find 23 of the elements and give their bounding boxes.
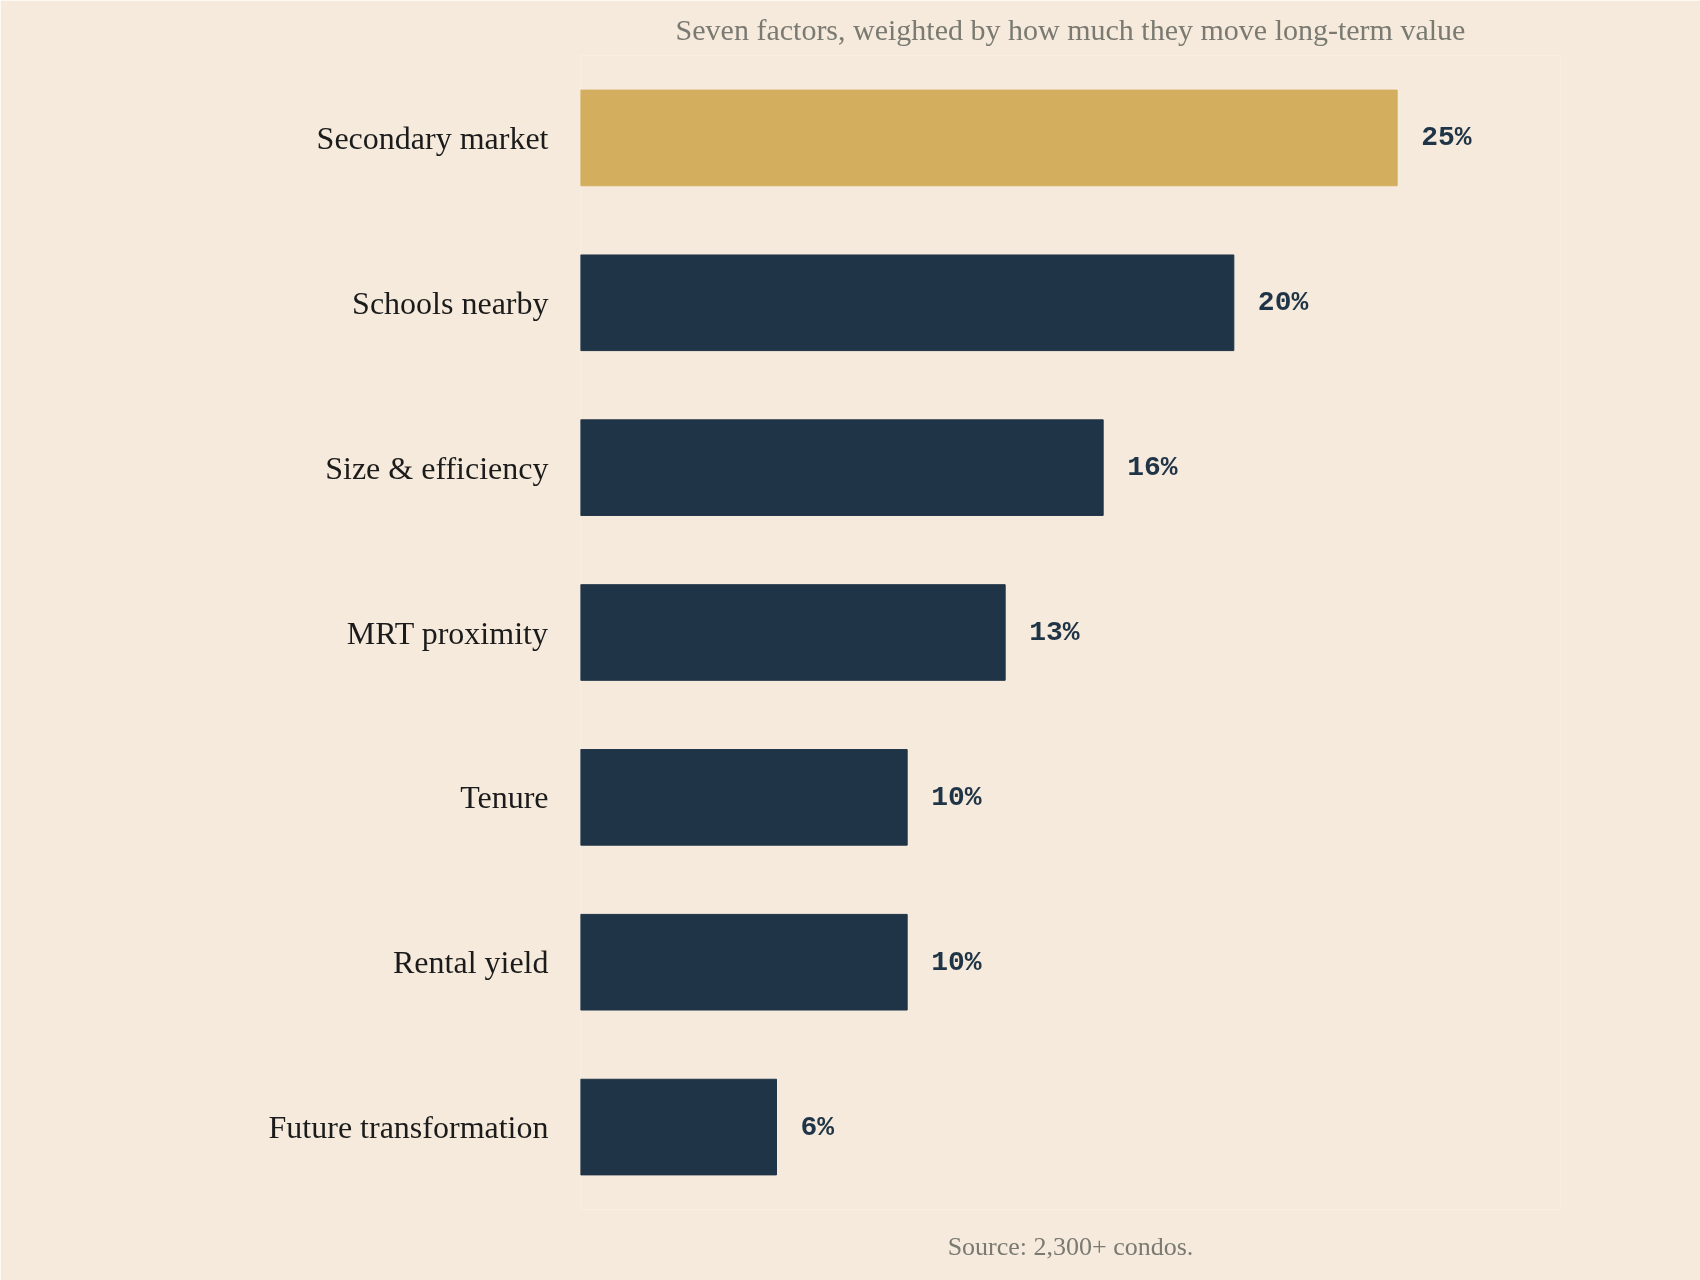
y-tick-label: Rental yield xyxy=(392,944,549,981)
bar xyxy=(580,254,1235,352)
bar xyxy=(580,913,908,1011)
y-tick-label: Schools nearby xyxy=(352,284,549,321)
data-label: 10% xyxy=(931,946,982,978)
data-label: 20% xyxy=(1257,287,1309,319)
y-tick-label: Future transformation xyxy=(268,1109,549,1146)
bar xyxy=(580,584,1006,681)
data-label: 6% xyxy=(800,1111,835,1143)
bar xyxy=(580,749,908,846)
data-label: 25% xyxy=(1421,122,1472,154)
y-tick-label: Size & efficiency xyxy=(325,449,549,486)
y-tick-label: Secondary market xyxy=(316,119,549,156)
data-label: 13% xyxy=(1029,617,1080,648)
y-tick-label: Tenure xyxy=(460,779,549,816)
bar xyxy=(580,1078,777,1176)
y-tick-label: MRT proximity xyxy=(346,614,548,651)
chart-subtitle: Seven factors, weighted by how much they move long-term value xyxy=(675,12,1466,46)
bar xyxy=(580,89,1398,187)
bar xyxy=(580,419,1104,516)
source-note: Source: 2,300+ condos. xyxy=(947,1231,1194,1261)
data-label: 10% xyxy=(931,781,982,813)
data-label: 16% xyxy=(1127,452,1178,484)
